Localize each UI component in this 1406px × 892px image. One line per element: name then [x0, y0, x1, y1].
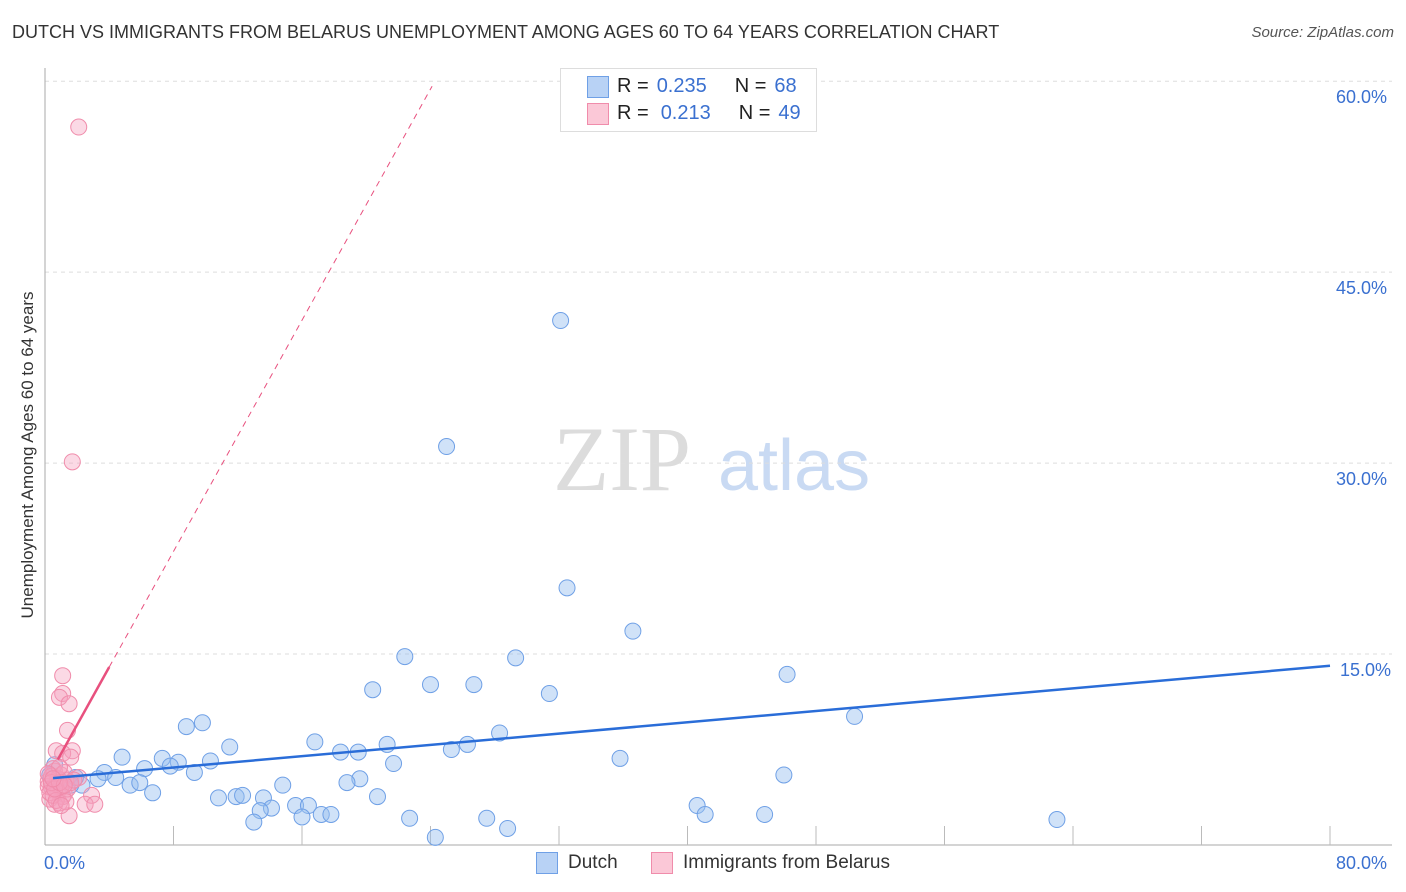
data-point-dutch [775, 766, 793, 784]
legend-row-belarus: R = 0.213 N = 49 [587, 102, 801, 125]
data-point-belarus [60, 695, 78, 713]
data-point-dutch [177, 718, 195, 736]
data-point-dutch [227, 788, 245, 806]
data-point-belarus [54, 667, 72, 685]
data-point-dutch [696, 805, 714, 823]
data-point-dutch [442, 741, 460, 759]
data-point-dutch [293, 808, 311, 826]
data-point-dutch [234, 786, 252, 804]
x-tick-label-min: 0.0% [44, 853, 86, 873]
trend-line-belarus-extension [108, 85, 433, 668]
n-label: N = [734, 75, 767, 97]
data-point-dutch [338, 774, 356, 792]
chart-title: DUTCH VS IMMIGRANTS FROM BELARUS UNEMPLO… [12, 22, 1000, 42]
data-point-dutch [507, 649, 525, 667]
n-label: N = [738, 102, 771, 124]
data-point-dutch [262, 799, 280, 817]
data-point-dutch [144, 784, 162, 802]
data-point-dutch [209, 789, 227, 807]
data-point-dutch [1048, 811, 1066, 829]
data-point-dutch [624, 622, 642, 640]
data-point-dutch [558, 579, 576, 597]
data-point-dutch [221, 738, 239, 756]
r-value-dutch: 0.235 [656, 75, 707, 97]
trend-line-dutch [52, 664, 1331, 780]
data-point-belarus [70, 118, 88, 136]
data-point-dutch [368, 788, 386, 806]
legend-swatch-belarus [587, 102, 609, 125]
data-point-dutch [756, 805, 774, 823]
data-point-dutch [611, 749, 629, 767]
r-label: R = [617, 75, 649, 97]
trend-line-belarus [56, 666, 111, 761]
data-point-dutch [245, 813, 263, 831]
data-point-dutch [312, 805, 330, 823]
data-point-dutch [322, 805, 340, 823]
data-point-dutch [552, 312, 570, 330]
data-point-belarus [63, 742, 81, 760]
watermark-atlas: atlas [718, 426, 870, 506]
data-point-dutch [113, 748, 131, 766]
data-point-belarus [86, 795, 104, 813]
data-point-dutch [121, 776, 139, 794]
data-point-dutch [385, 755, 403, 773]
data-point-dutch [351, 770, 369, 788]
data-point-belarus [50, 688, 68, 706]
n-value-dutch: 68 [774, 75, 797, 97]
data-point-dutch [201, 752, 219, 770]
data-point-dutch [364, 681, 382, 699]
y-tick-label: 45.0% [1336, 278, 1388, 298]
data-point-belarus [52, 797, 70, 815]
source-label: Source: ZipAtlas.com [1251, 24, 1394, 41]
legend-swatch-dutch [536, 852, 558, 874]
data-point-dutch [193, 714, 211, 732]
data-point-dutch [491, 724, 509, 742]
x-tick-label-max: 80.0% [1336, 853, 1388, 873]
legend: R = 0.235 N = 68 R = 0.213 N = 49 [560, 68, 817, 132]
data-point-dutch [396, 648, 414, 666]
data-point-belarus [63, 453, 81, 471]
data-point-belarus [76, 795, 94, 813]
bottom-legend-belarus: Immigrants from Belarus [651, 852, 890, 874]
legend-swatch-belarus [651, 852, 673, 874]
data-point-dutch [306, 733, 324, 751]
data-point-belarus [39, 765, 57, 783]
data-point-dutch [846, 707, 864, 725]
data-point-dutch [401, 809, 419, 827]
legend-label-belarus: Immigrants from Belarus [683, 852, 890, 873]
data-point-dutch [778, 665, 796, 683]
watermark-zip: ZIP [553, 408, 691, 510]
y-tick-label: 30.0% [1336, 469, 1388, 489]
data-point-dutch [540, 685, 558, 703]
data-point-belarus [44, 770, 62, 788]
r-value-belarus: 0.213 [660, 102, 711, 124]
r-label: R = [617, 102, 649, 124]
data-point-dutch [478, 809, 496, 827]
data-point-dutch [465, 676, 483, 694]
data-point-dutch [274, 776, 292, 794]
data-point-dutch [426, 828, 444, 846]
y-tick-label: 15.0% [1340, 660, 1392, 680]
data-point-dutch [422, 676, 439, 694]
legend-swatch-dutch [587, 75, 609, 98]
data-point-belarus [62, 748, 80, 766]
legend-row-dutch: R = 0.235 N = 68 [587, 75, 797, 98]
bottom-legend-dutch: Dutch [536, 852, 618, 874]
data-point-belarus [83, 786, 101, 804]
legend-label-dutch: Dutch [568, 852, 618, 873]
data-point-dutch [458, 735, 476, 753]
y-tick-label: 60.0% [1336, 87, 1388, 107]
data-point-dutch [438, 438, 456, 456]
data-point-dutch [499, 819, 517, 837]
n-value-belarus: 49 [778, 102, 801, 124]
data-point-dutch [131, 774, 149, 792]
